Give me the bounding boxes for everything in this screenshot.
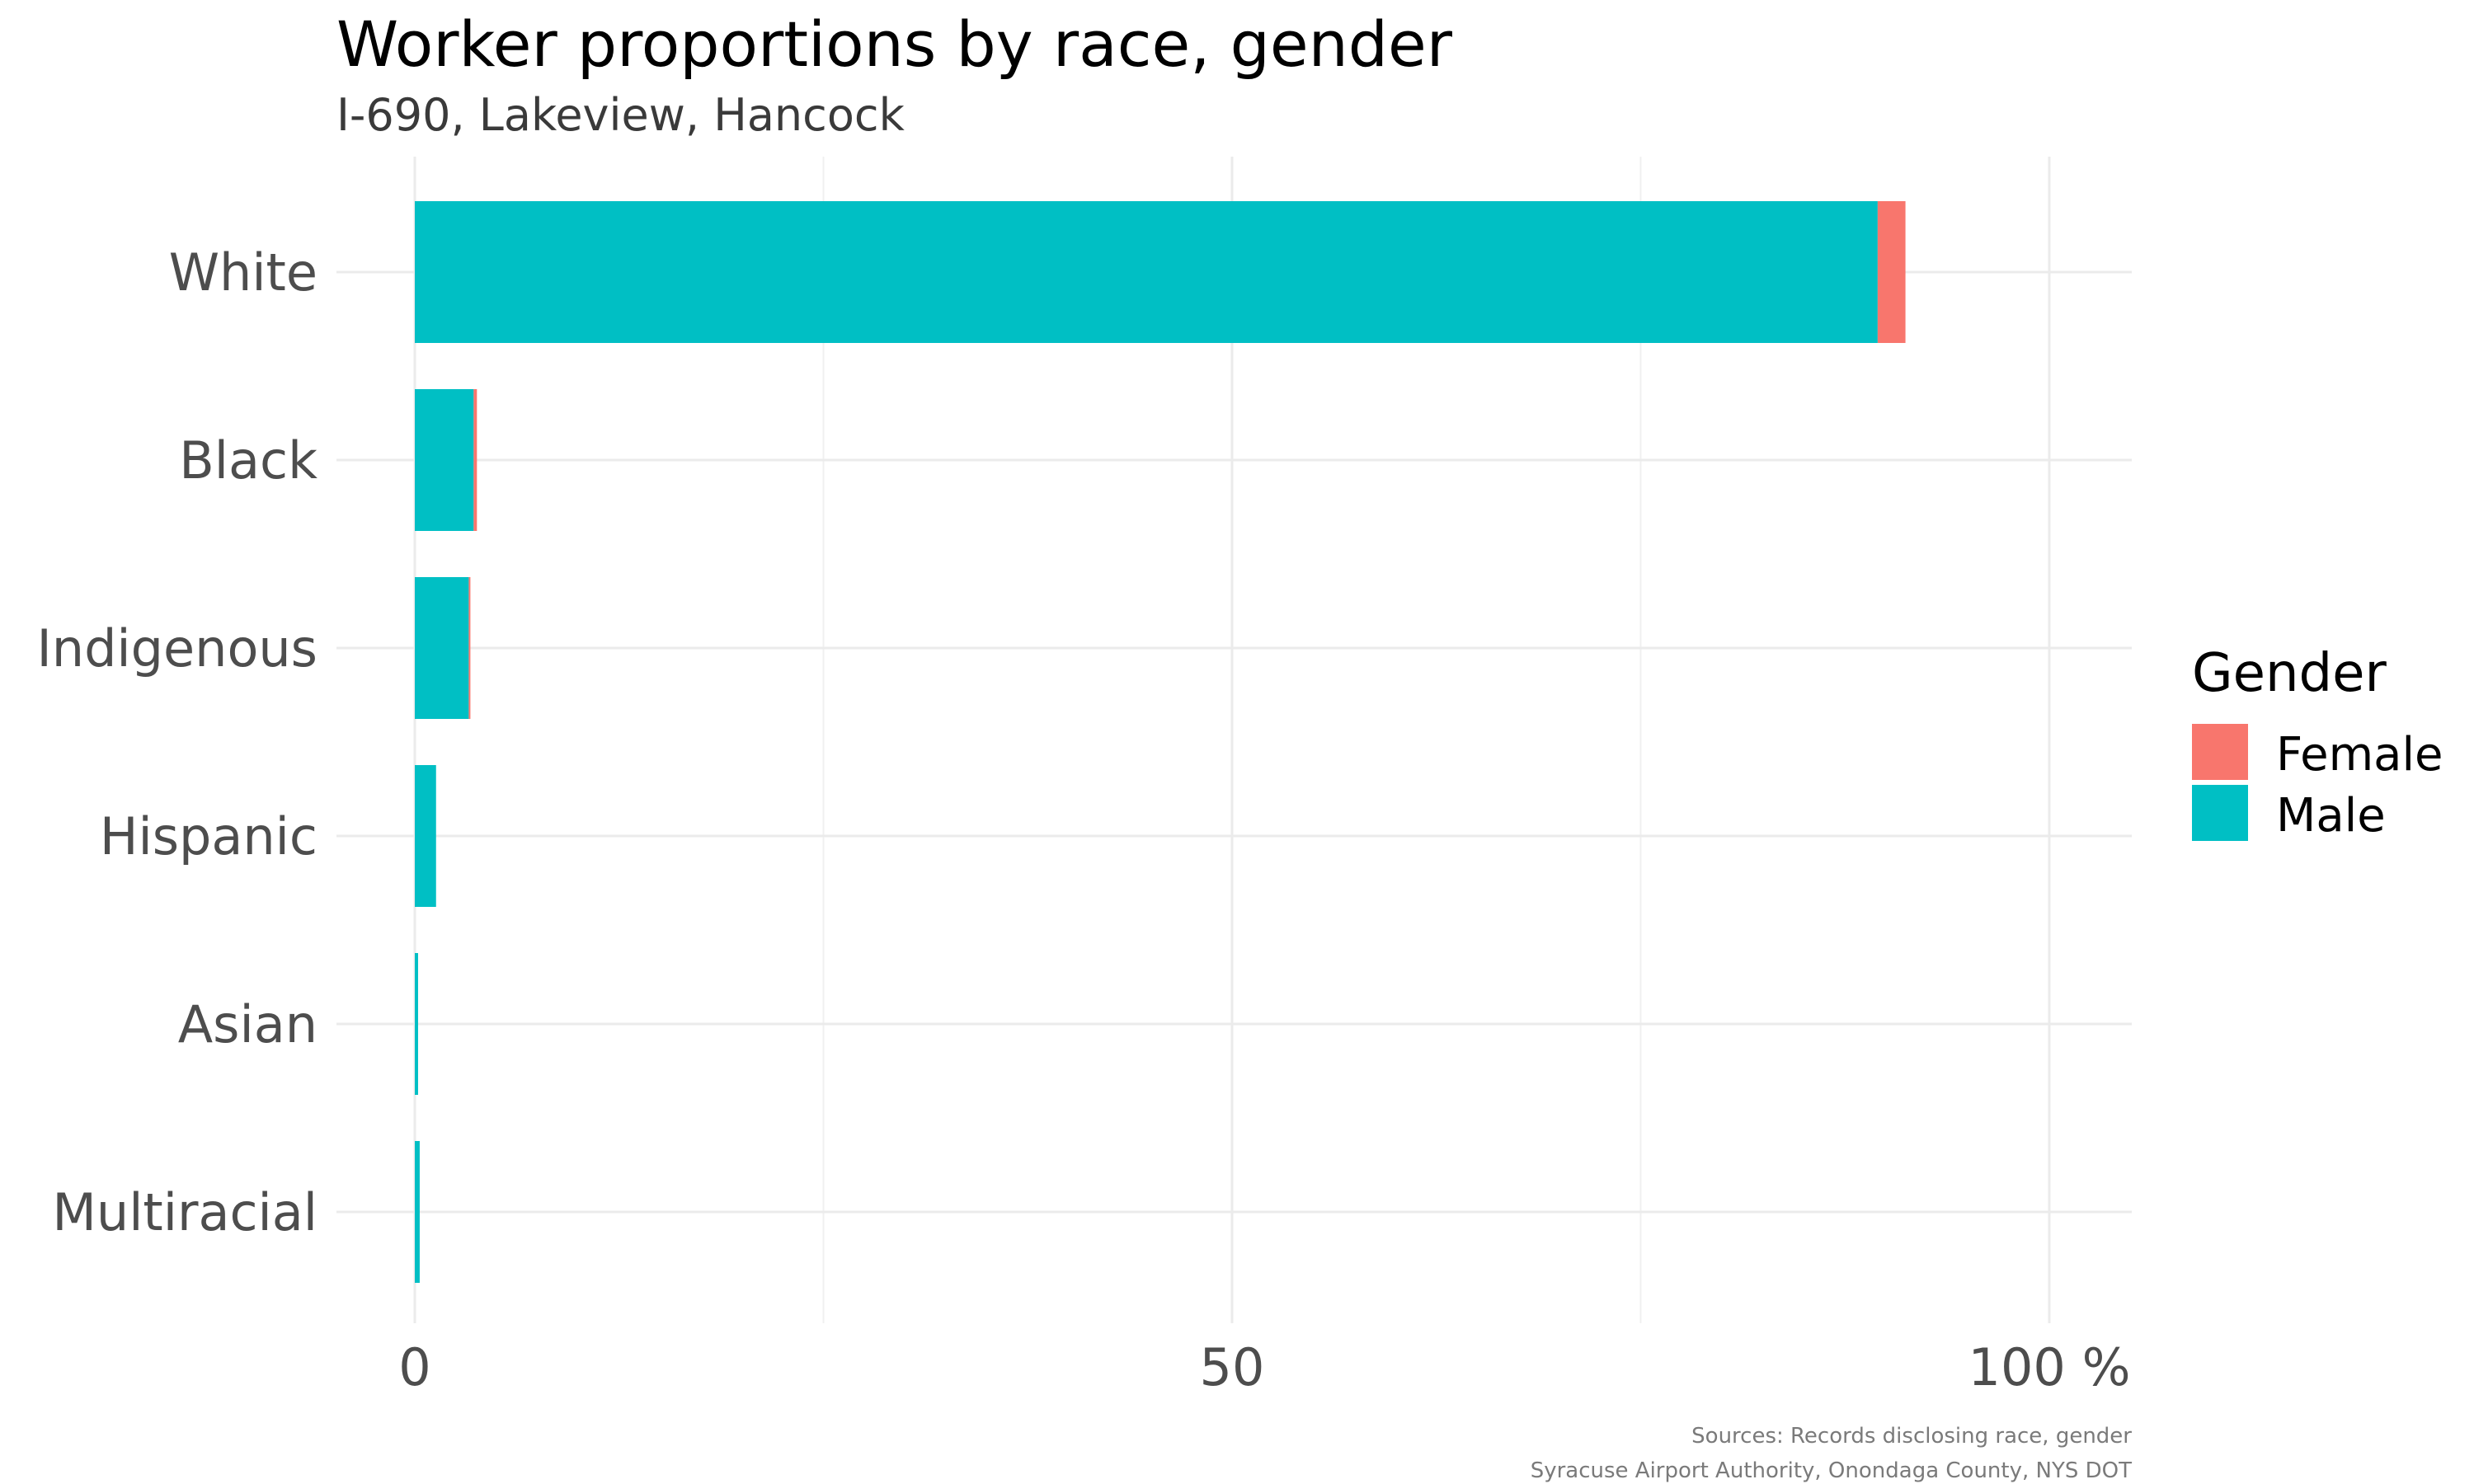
bar-male-white	[415, 201, 1878, 343]
category-label-asian: Asian	[178, 994, 317, 1054]
category-labels: White Black Indigenous Hispanic Asian Multira…	[37, 242, 318, 1242]
caption-agencies: Syracuse Airport Authority, Onondaga Cou…	[1531, 1458, 2132, 1483]
caption-sources: Sources: Records disclosing race, gender	[1691, 1424, 2132, 1449]
legend-title: Gender	[2192, 643, 2387, 704]
category-label-multiracial: Multiracial	[52, 1182, 317, 1242]
category-label-white: White	[169, 242, 317, 303]
category-label-hispanic: Hispanic	[100, 806, 317, 866]
x-tick-labels: 0 50 100 %	[398, 1337, 2130, 1397]
chart-title: Worker proportions by race, gender	[336, 7, 1453, 81]
x-tick-label: 0	[398, 1337, 430, 1397]
legend-label-male: Male	[2276, 789, 2386, 843]
category-label-black: Black	[179, 430, 317, 491]
bar-female-white	[1877, 201, 1906, 343]
bar-male-black	[415, 389, 474, 531]
legend-label-female: Female	[2276, 728, 2443, 782]
bar-female-black	[473, 389, 477, 531]
bar-female-indigenous	[468, 577, 471, 719]
category-label-indigenous: Indigenous	[37, 618, 318, 679]
bar-male-asian	[415, 953, 418, 1095]
legend-swatch-male	[2192, 785, 2248, 841]
bar-male-indigenous	[415, 577, 469, 719]
bar-male-hispanic	[415, 765, 436, 907]
bar-male-multiracial	[415, 1141, 420, 1283]
legend-swatch-female	[2192, 724, 2248, 780]
x-tick-label: 100 %	[1968, 1337, 2131, 1397]
bars	[415, 201, 1906, 1283]
legend: Gender Female Male	[2192, 643, 2443, 843]
chart-subtitle: I-690, Lakeview, Hancock	[336, 89, 905, 141]
x-tick-label: 50	[1200, 1337, 1265, 1397]
